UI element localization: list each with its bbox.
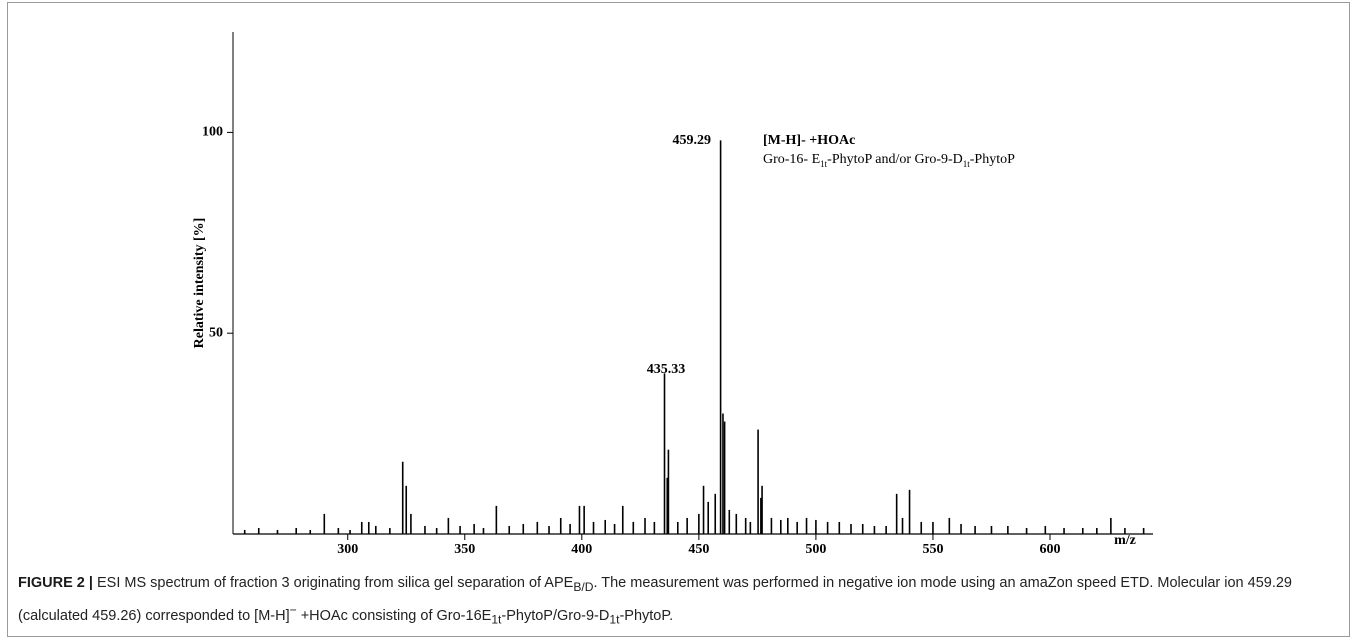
- annotation-title: [M-H]- +HOAc: [763, 133, 855, 148]
- y-tick-label: 50: [209, 325, 223, 340]
- caption-text: ESI MS spectrum of fraction 3 originatin…: [92, 575, 574, 591]
- x-axis-label: m/z: [1114, 533, 1136, 548]
- caption-sub: 1t: [491, 612, 502, 627]
- peak-label: 459.29: [673, 133, 712, 148]
- chart: Relative intensity [%] m/z 435.33 459.29…: [192, 32, 1153, 557]
- caption-sub: B/D: [573, 579, 594, 594]
- caption-label: FIGURE 2 |: [18, 575, 93, 591]
- annotation-part: 1t: [963, 159, 971, 169]
- x-tick-label: 550: [922, 542, 943, 557]
- x-tick-label: 350: [454, 542, 475, 557]
- annotation-part: -PhytoP: [970, 152, 1015, 167]
- annotation-part: Gro-16- E: [763, 152, 820, 167]
- annotation-part: 1t: [820, 159, 828, 169]
- y-axis-label: Relative intensity [%]: [192, 218, 207, 349]
- caption-sub: 1t: [609, 612, 620, 627]
- caption: FIGURE 2 | ESI MS spectrum of fraction 3…: [18, 572, 1343, 632]
- caption-text: -PhytoP.: [619, 607, 674, 624]
- x-tick-label: 300: [337, 542, 358, 557]
- y-tick-label: 100: [202, 125, 223, 140]
- caption-text: +HOAc consisting of Gro-16E: [296, 607, 492, 624]
- annotation-part: -PhytoP and/or Gro-9-D: [827, 152, 963, 167]
- caption-text: . The measurement was performed in negat…: [18, 575, 1292, 624]
- x-tick-label: 450: [688, 542, 709, 557]
- x-tick-label: 400: [571, 542, 592, 557]
- x-tick-label: 500: [805, 542, 826, 557]
- annotation-text: Gro-16- E1t-PhytoP and/or Gro-9-D1t-Phyt…: [763, 152, 1015, 169]
- caption-sup: −: [289, 602, 297, 617]
- x-tick-label: 600: [1039, 542, 1060, 557]
- caption-text: -PhytoP/Gro-9-D: [501, 607, 610, 624]
- figure-frame: [7, 2, 1350, 637]
- peak-label: 435.33: [647, 362, 686, 377]
